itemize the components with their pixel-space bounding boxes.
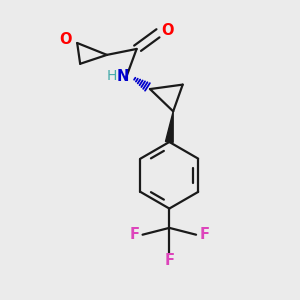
Text: F: F <box>200 227 209 242</box>
Text: F: F <box>129 227 139 242</box>
Polygon shape <box>166 111 173 142</box>
Text: F: F <box>164 254 174 268</box>
Text: O: O <box>161 23 173 38</box>
Text: O: O <box>60 32 72 46</box>
Text: H: H <box>106 69 116 83</box>
Text: N: N <box>117 69 129 84</box>
